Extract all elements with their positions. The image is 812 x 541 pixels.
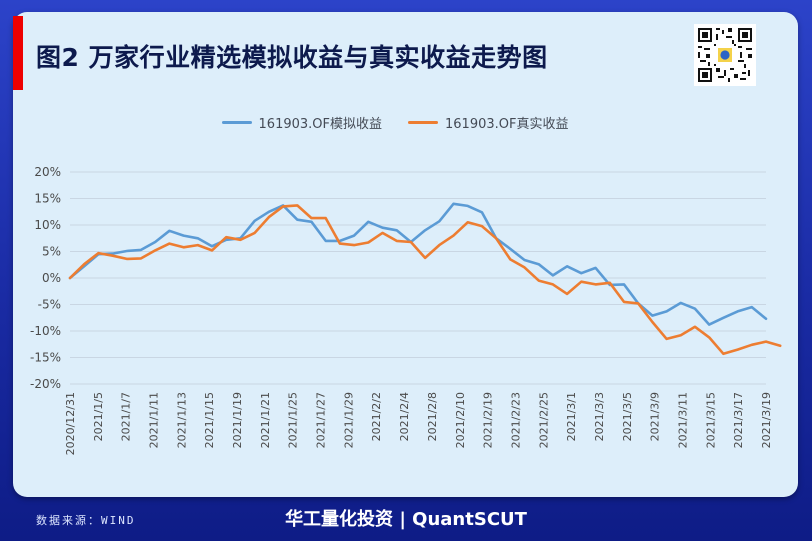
x-tick-label: 2021/1/29	[342, 392, 355, 448]
chart-legend: 161903.OF模拟收益 161903.OF真实收益	[200, 111, 590, 133]
x-tick-label: 2021/2/25	[537, 392, 550, 448]
legend-label-simulated: 161903.OF模拟收益	[258, 116, 382, 132]
legend-item-real: 161903.OF真实收益	[408, 113, 568, 132]
qr-code-image	[694, 24, 756, 86]
series-line-simulated	[68, 202, 768, 326]
x-tick-label: 2021/1/25	[287, 392, 300, 448]
y-tick-label: 20%	[34, 165, 61, 179]
x-tick-label: 2021/2/19	[482, 392, 495, 448]
footer-brand: 华工量化投资 | QuantSCUT	[285, 509, 527, 530]
x-tick-label: 2021/1/21	[259, 392, 272, 448]
legend-label-real: 161903.OF真实收益	[445, 116, 569, 132]
y-tick-label: -10%	[30, 324, 61, 338]
x-tick-label: 2021/3/11	[676, 392, 689, 448]
x-tick-label: 2021/1/27	[315, 392, 328, 448]
x-tick-label: 2021/2/10	[454, 392, 467, 448]
y-tick-label: -20%	[30, 377, 61, 391]
x-tick-label: 2021/2/2	[370, 392, 383, 441]
legend-item-simulated: 161903.OF模拟收益	[221, 113, 382, 132]
legend-swatch-real	[408, 120, 438, 124]
y-tick-label: 15%	[34, 192, 61, 206]
qr-code-icon	[696, 26, 754, 84]
x-tick-label: 2021/1/5	[92, 392, 105, 441]
x-tick-label: 2021/1/15	[203, 392, 216, 448]
x-tick-label: 2021/2/23	[509, 392, 522, 448]
chart-title: 图2 万家行业精选模拟收益与真实收益走势图	[36, 43, 548, 72]
y-tick-label: -15%	[30, 351, 61, 365]
x-tick-label: 2021/2/8	[426, 392, 439, 441]
x-tick-label: 2021/3/5	[621, 392, 634, 441]
x-tick-label: 2020/12/31	[64, 392, 77, 455]
data-source-label: 数据来源：WIND	[36, 514, 136, 527]
x-tick-label: 2021/3/3	[593, 392, 606, 441]
y-tick-label: 0%	[42, 271, 61, 285]
y-tick-label: -5%	[38, 298, 61, 312]
x-tick-label: 2021/3/19	[760, 392, 773, 448]
x-tick-label: 2021/1/11	[148, 392, 161, 448]
x-tick-label: 2021/3/1	[565, 392, 578, 441]
x-tick-label: 2021/3/9	[649, 392, 662, 441]
title-accent-bar	[13, 16, 23, 90]
x-tick-label: 2021/3/17	[732, 392, 745, 448]
x-tick-label: 2021/1/7	[120, 392, 133, 441]
series-line-real	[68, 204, 782, 356]
y-tick-label: 10%	[34, 218, 61, 232]
chart-card	[13, 12, 798, 497]
x-tick-label: 2021/1/19	[231, 392, 244, 448]
legend-swatch-simulated	[221, 120, 252, 124]
x-tick-label: 2021/2/4	[398, 392, 411, 441]
y-tick-label: 5%	[42, 245, 61, 259]
x-tick-label: 2021/3/15	[704, 392, 717, 448]
x-tick-label: 2021/1/13	[175, 392, 188, 448]
